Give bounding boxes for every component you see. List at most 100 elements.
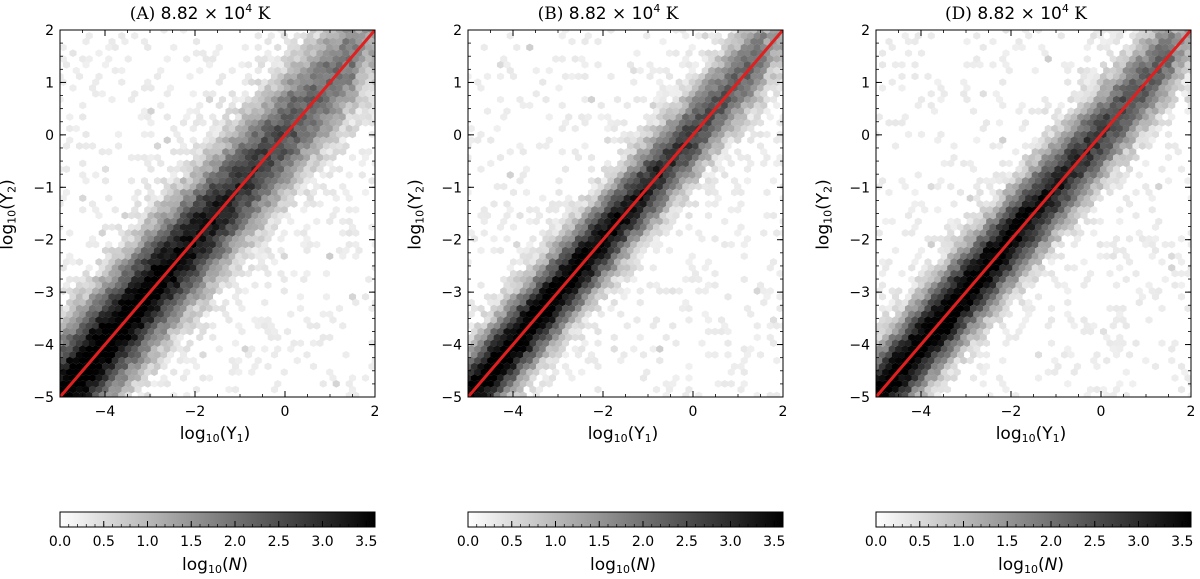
hex-cell — [127, 385, 136, 394]
hex-cell — [682, 31, 690, 40]
hex-cell — [773, 78, 781, 87]
hex-cell — [578, 205, 586, 214]
hex-cell — [711, 49, 719, 58]
hex-cell — [976, 258, 984, 266]
hex-cell — [186, 211, 194, 220]
hex-cell — [908, 205, 916, 214]
hex-cell — [244, 269, 253, 278]
hex-cell — [368, 49, 375, 58]
hex-cell — [695, 275, 703, 284]
hex-cell — [1077, 147, 1085, 156]
hex-cell — [209, 171, 217, 179]
hex-cell — [290, 49, 298, 58]
hex-cell — [283, 107, 292, 116]
hex-cell — [950, 316, 958, 324]
hex-cell — [166, 188, 175, 197]
hex-cell — [561, 234, 570, 243]
hex-cell — [789, 177, 796, 185]
hex-cell — [235, 159, 243, 168]
hex-cell — [688, 66, 696, 75]
hex-cell — [503, 385, 511, 394]
hex-cell — [773, 66, 781, 75]
hex-cell — [555, 339, 563, 348]
hex-cell — [313, 124, 321, 133]
hex-cell — [212, 234, 220, 243]
hex-cell — [695, 147, 703, 156]
hex-cell — [150, 205, 158, 214]
hex-cell — [526, 287, 534, 295]
hex-cell — [561, 269, 570, 278]
hex-cell — [659, 153, 667, 162]
hex-cell — [1106, 37, 1114, 46]
hex-cell — [1060, 350, 1069, 359]
hex-cell — [60, 368, 67, 377]
hex-cell — [937, 234, 945, 243]
hex-cell — [60, 379, 67, 388]
hex-cell — [1021, 153, 1030, 162]
hex-cell — [542, 95, 550, 104]
hex-cell — [62, 350, 71, 359]
hex-cell — [358, 66, 366, 75]
hex-cell — [1135, 43, 1143, 52]
hex-cell — [319, 182, 327, 191]
hex-cell — [532, 89, 540, 98]
hex-cell — [626, 60, 635, 69]
hex-cell — [607, 258, 615, 266]
hex-cell — [947, 287, 955, 295]
hex-cell — [1142, 101, 1150, 110]
hex-cell — [704, 316, 713, 324]
hex-cell — [630, 217, 638, 226]
hex-cell — [1151, 84, 1160, 92]
hex-cell — [513, 356, 521, 365]
hex-cell — [782, 39, 783, 44]
hex-cell — [633, 130, 641, 139]
hex-cell — [186, 269, 194, 278]
hex-cell — [209, 89, 217, 98]
hex-cell — [121, 397, 128, 405]
hex-cell — [1070, 229, 1078, 237]
hex-cell — [973, 217, 981, 226]
hex-cell — [548, 234, 557, 243]
hex-cell — [1184, 49, 1191, 58]
hex-cell — [293, 31, 301, 40]
hex-cell — [261, 240, 269, 249]
hex-cell — [157, 356, 165, 365]
hex-cell — [274, 89, 282, 98]
hex-cell — [105, 194, 113, 203]
hex-cell — [917, 316, 926, 324]
hex-cell — [140, 37, 149, 46]
hex-cell — [1171, 37, 1179, 46]
hex-cell — [568, 258, 576, 266]
hex-cell — [976, 223, 984, 232]
hex-cell — [329, 142, 337, 150]
hex-cell — [1096, 159, 1104, 168]
hex-cell — [267, 205, 275, 214]
hex-cell — [1018, 171, 1026, 179]
hex-cell — [924, 304, 932, 313]
hex-cell — [986, 252, 994, 261]
hex-cell — [973, 136, 981, 145]
hex-cell — [734, 55, 742, 63]
hex-cell — [539, 252, 547, 261]
hex-cell — [1181, 55, 1189, 63]
hex-cell — [69, 385, 77, 394]
hex-cell — [613, 246, 622, 255]
y-tick-label: −2 — [441, 233, 462, 249]
hex-cell — [773, 356, 781, 365]
hex-cell — [264, 246, 272, 255]
hex-cell — [147, 258, 155, 266]
hex-cell — [940, 333, 948, 342]
hex-cell — [296, 130, 305, 139]
hex-cell — [1080, 176, 1088, 185]
hex-cell — [708, 66, 716, 75]
hex-cell — [361, 72, 370, 81]
hex-cell — [1018, 229, 1026, 237]
hex-cell — [966, 275, 974, 284]
hex-cell — [468, 298, 475, 307]
hex-cell — [973, 345, 981, 353]
hex-cell — [565, 194, 573, 203]
hex-cell — [878, 281, 887, 290]
hex-cell — [374, 51, 375, 56]
hex-cell — [238, 304, 246, 313]
hex-cell — [352, 113, 360, 121]
